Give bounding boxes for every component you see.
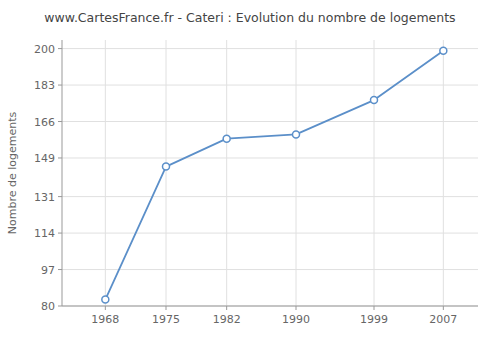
x-tick-label: 1975 [152,313,180,326]
y-tick-label: 166 [34,116,55,129]
y-tick [58,121,62,122]
y-tick [58,196,62,197]
y-tick [58,85,62,86]
point [293,131,300,138]
y-grid-line [62,233,478,234]
x-tick-label: 2007 [429,313,457,326]
y-grid-line [62,85,478,86]
y-grid-line [62,157,478,158]
grid [62,40,478,306]
x-grid-line [374,40,375,306]
y-tick-label: 114 [34,227,55,240]
x-tick [166,306,167,310]
x-axis-line [62,306,478,307]
y-tick-label: 149 [34,152,55,165]
point [163,163,170,170]
y-grid-line [62,269,478,270]
point [371,97,378,104]
point [440,47,447,54]
y-tick-label: 200 [34,43,55,56]
y-tick-label: 80 [41,300,55,313]
y-axis-line [62,40,63,306]
title: www.CartesFrance.fr - Cateri : Evolution… [44,10,455,25]
x-grid-line [296,40,297,306]
y-grid-line [62,196,478,197]
y-tick [58,157,62,158]
x-tick [296,306,297,310]
x-grid-line [105,40,106,306]
y-tick [58,233,62,234]
y-tick-label: 97 [41,264,55,277]
x-grid-line [226,40,227,306]
axes: 80 97 114 131 149 166 183 200 1968 1975 1982 1990 19… [34,40,478,326]
y-tick [58,48,62,49]
y-tick [58,269,62,270]
x-tick [374,306,375,310]
y-grid-line [62,121,478,122]
x-grid-line [443,40,444,306]
x-tick [105,306,106,310]
line [105,51,443,300]
x-tick-label: 1999 [360,313,388,326]
y-axis-label: Nombre de logements [6,111,19,234]
x-tick-label: 1982 [213,313,241,326]
y-tick [58,306,62,307]
chart-container: www.CartesFrance.fr - Cateri : Evolution… [0,0,500,340]
y-grid-line [62,306,478,307]
y-grid-line [62,48,478,49]
x-grid-line [166,40,167,306]
x-tick [443,306,444,310]
chart-svg: www.CartesFrance.fr - Cateri : Evolution… [0,0,500,340]
y-tick-label: 183 [34,79,55,92]
data-group [102,47,447,303]
x-tick-label: 1990 [282,313,310,326]
point [102,296,109,303]
point [223,135,230,142]
y-tick-label: 131 [34,191,55,204]
x-tick-label: 1968 [91,313,119,326]
x-tick [226,306,227,310]
